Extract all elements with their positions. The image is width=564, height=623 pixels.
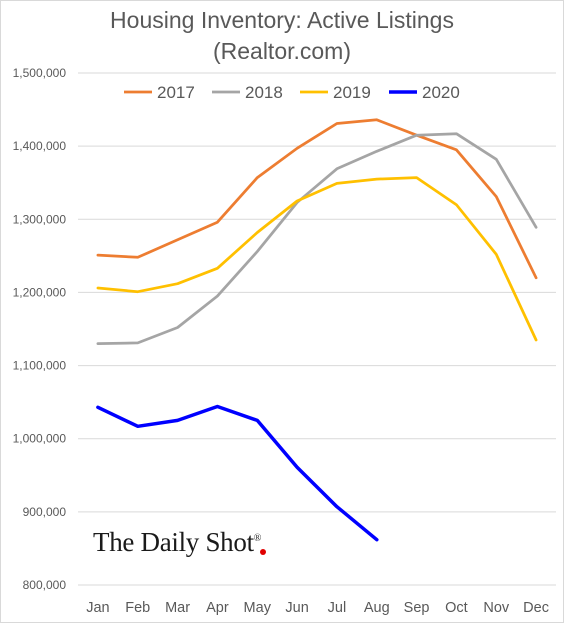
series-line-2020 <box>96 404 379 542</box>
y-tick-label: 1,500,000 <box>13 66 67 80</box>
daily-shot-watermark: The Daily Shot® <box>93 527 267 558</box>
x-tick-label: Jun <box>285 600 308 616</box>
chart-subtitle: (Realtor.com) <box>212 38 352 64</box>
x-tick-label: Apr <box>206 600 229 616</box>
legend-label-2017: 2017 <box>157 83 195 102</box>
x-tick-label: Feb <box>125 600 150 616</box>
y-tick-label: 1,100,000 <box>13 359 67 373</box>
x-tick-label: Aug <box>364 600 390 616</box>
legend-label-2019: 2019 <box>333 83 371 102</box>
legend-label-2018: 2018 <box>245 83 283 102</box>
x-tick-label: Jan <box>86 600 109 616</box>
y-tick-label: 900,000 <box>23 505 67 519</box>
watermark-text: The Daily Shot <box>93 527 254 557</box>
x-tick-label: May <box>244 600 272 616</box>
x-tick-label: Oct <box>445 600 468 616</box>
legend-label-2020: 2020 <box>422 83 460 102</box>
y-tick-label: 800,000 <box>23 578 67 592</box>
y-tick-label: 1,400,000 <box>13 139 67 153</box>
series-line-2017 <box>96 118 538 280</box>
series-line-2019 <box>96 176 538 342</box>
y-tick-label: 1,200,000 <box>13 285 67 299</box>
series-line-2018 <box>96 132 538 345</box>
registered-mark: ® <box>253 533 262 544</box>
watermark-dot-icon <box>260 549 267 555</box>
x-tick-label: Jul <box>328 600 347 616</box>
chart-title: Housing Inventory: Active Listings <box>110 7 454 33</box>
y-tick-label: 1,300,000 <box>13 212 67 226</box>
y-tick-label: 1,000,000 <box>13 432 67 446</box>
x-tick-label: Sep <box>404 600 430 616</box>
x-tick-label: Mar <box>165 600 190 616</box>
x-tick-label: Dec <box>523 600 549 616</box>
x-tick-label: Nov <box>483 600 510 616</box>
